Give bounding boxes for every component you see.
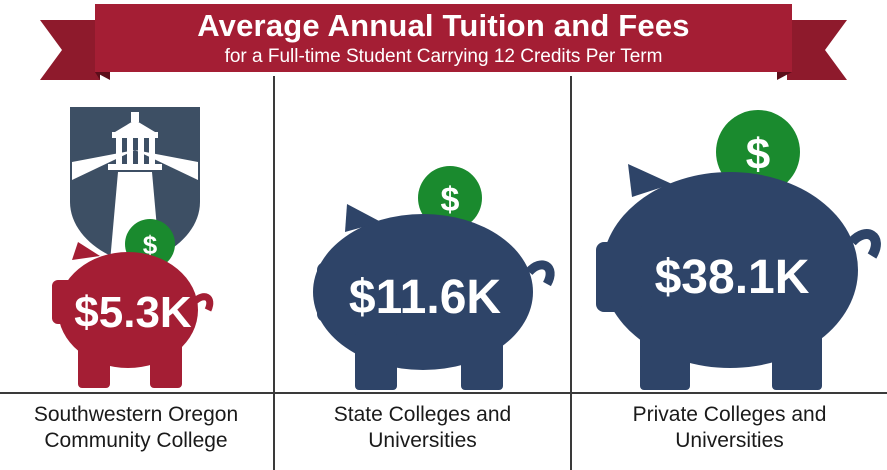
lighthouse-logo-icon	[70, 107, 200, 264]
label-line: State Colleges and	[333, 403, 512, 426]
baseline-rule	[0, 392, 887, 394]
label-line: Southwestern Oregon	[33, 403, 239, 426]
panel-state-colleges: $ $11.6K	[275, 92, 570, 392]
amount-value: $11.6K	[348, 271, 502, 324]
piggy-bank-icon	[313, 204, 555, 390]
panel-private-colleges: $ $38.1K	[572, 92, 887, 392]
page-subtitle: for a Full-time Student Carrying 12 Cred…	[224, 46, 663, 67]
svg-text:$: $	[441, 181, 460, 219]
banner-left-tail	[40, 20, 100, 80]
amount-value: $5.3K	[74, 288, 192, 337]
piggy-bank-icon	[52, 242, 214, 388]
column-divider	[273, 76, 275, 470]
column-divider	[570, 76, 572, 470]
banner-band	[95, 4, 792, 72]
page-title: Average Annual Tuition and Fees	[197, 8, 690, 43]
label-line: Community College	[44, 429, 228, 452]
banner-right-tail	[787, 20, 847, 80]
label-community-college: Southwestern Oregon Community College	[0, 402, 272, 454]
svg-text:$: $	[143, 230, 158, 260]
title-banner	[40, 4, 847, 80]
svg-text:$: $	[746, 130, 770, 179]
label-state-colleges: State Colleges and Universities	[275, 402, 570, 454]
label-line: Private Colleges and	[632, 403, 827, 426]
panel-community-college: $ $5.3K	[0, 92, 272, 392]
label-private-colleges: Private Colleges and Universities	[572, 402, 887, 454]
label-line: Universities	[675, 429, 784, 452]
coin-icon: $	[418, 166, 482, 230]
label-line: Universities	[368, 429, 477, 452]
piggy-bank-icon	[596, 164, 881, 390]
amount-value: $38.1K	[654, 251, 810, 304]
